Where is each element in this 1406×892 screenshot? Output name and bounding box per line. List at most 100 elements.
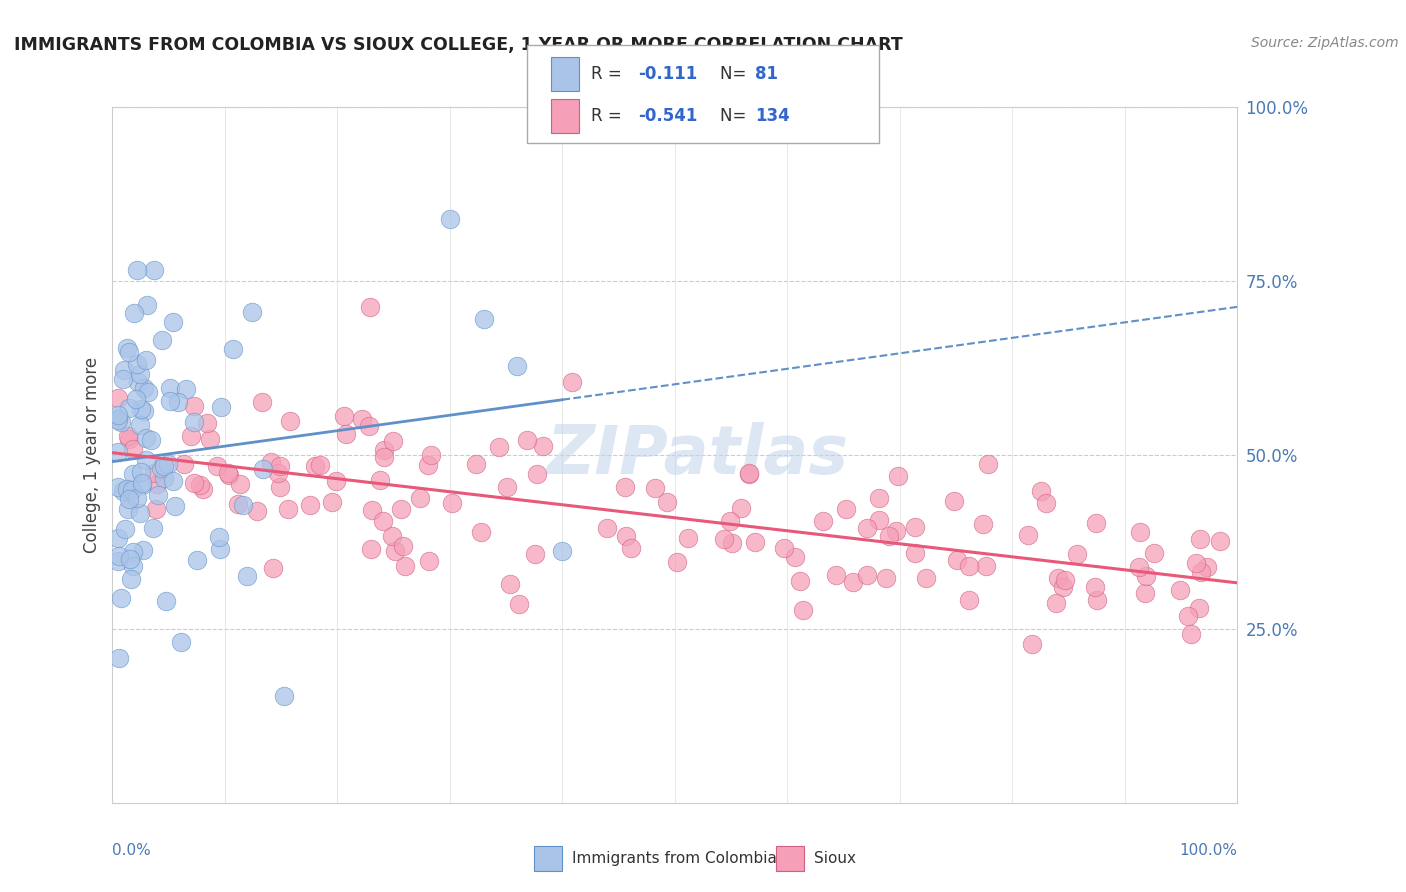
Point (1085, 593, 1108, 607)
Point (159, 394, 181, 409)
Point (131, 478, 153, 492)
Point (392, 539, 415, 553)
Point (773, 541, 796, 556)
Point (120, 572, 142, 586)
Point (665, 555, 688, 569)
Text: R =: R = (591, 65, 627, 83)
Point (107, 411, 129, 425)
Point (198, 432, 221, 446)
Point (107, 480, 129, 494)
Point (381, 434, 404, 448)
Text: 0.0%: 0.0% (112, 843, 152, 858)
Point (359, 300, 381, 314)
Point (252, 462, 274, 476)
Point (1029, 484, 1052, 499)
Point (738, 467, 761, 482)
Point (868, 513, 890, 527)
Point (718, 514, 741, 528)
Point (350, 412, 373, 426)
Point (174, 382, 197, 396)
Point (946, 553, 969, 567)
Point (972, 517, 994, 532)
Point (842, 575, 865, 590)
Point (904, 546, 927, 560)
Point (129, 401, 152, 416)
Point (142, 466, 165, 480)
Point (217, 466, 239, 480)
Point (132, 404, 155, 418)
Point (811, 515, 834, 529)
Text: -0.111: -0.111 (638, 65, 697, 83)
Point (620, 541, 643, 556)
Point (273, 690, 295, 704)
Point (904, 520, 927, 534)
Point (439, 211, 461, 226)
Point (135, 452, 157, 467)
Point (333, 409, 356, 424)
Point (416, 458, 439, 472)
Point (321, 494, 343, 508)
Point (128, 417, 150, 432)
Point (163, 499, 186, 513)
Point (127, 375, 149, 389)
Point (269, 459, 291, 474)
Point (117, 492, 139, 507)
Point (114, 522, 136, 536)
Point (118, 401, 141, 415)
Point (260, 455, 283, 469)
Point (515, 433, 537, 447)
Point (127, 491, 149, 506)
Point (1083, 581, 1105, 595)
Point (335, 426, 357, 441)
Point (526, 467, 548, 481)
Point (232, 499, 254, 513)
Point (107, 445, 129, 459)
Point (1053, 574, 1076, 588)
Point (169, 635, 191, 649)
Point (183, 415, 205, 429)
Point (357, 419, 380, 434)
Point (1168, 582, 1191, 597)
Text: N=: N= (720, 65, 751, 83)
Point (441, 496, 464, 510)
Point (614, 529, 637, 543)
Point (132, 381, 155, 395)
Point (498, 577, 520, 591)
Point (368, 473, 391, 487)
Point (783, 549, 806, 564)
Point (142, 263, 165, 277)
Point (418, 554, 440, 568)
Point (360, 503, 382, 517)
Point (183, 400, 205, 414)
Point (875, 571, 897, 585)
Point (152, 471, 174, 485)
Point (191, 483, 214, 497)
Point (644, 481, 666, 495)
Point (1177, 609, 1199, 624)
Point (886, 524, 908, 539)
Point (738, 466, 761, 480)
Text: 100.0%: 100.0% (1180, 843, 1237, 858)
Point (139, 434, 162, 448)
Point (496, 480, 519, 494)
Point (117, 432, 139, 446)
Point (122, 545, 145, 559)
Point (125, 263, 148, 277)
Point (267, 467, 290, 481)
Text: IMMIGRANTS FROM COLOMBIA VS SIOUX COLLEGE, 1 YEAR OR MORE CORRELATION CHART: IMMIGRANTS FROM COLOMBIA VS SIOUX COLLEG… (14, 36, 903, 54)
Point (464, 457, 486, 471)
Point (1143, 546, 1166, 560)
Point (180, 429, 202, 443)
Point (488, 440, 510, 454)
Point (524, 547, 547, 561)
Point (1085, 516, 1108, 530)
Point (596, 521, 619, 535)
Point (408, 491, 430, 505)
Point (308, 458, 330, 472)
Point (1017, 528, 1039, 542)
Point (135, 352, 157, 367)
Text: -0.541: -0.541 (638, 107, 697, 125)
Point (278, 414, 301, 428)
Point (371, 514, 394, 528)
Point (145, 501, 167, 516)
